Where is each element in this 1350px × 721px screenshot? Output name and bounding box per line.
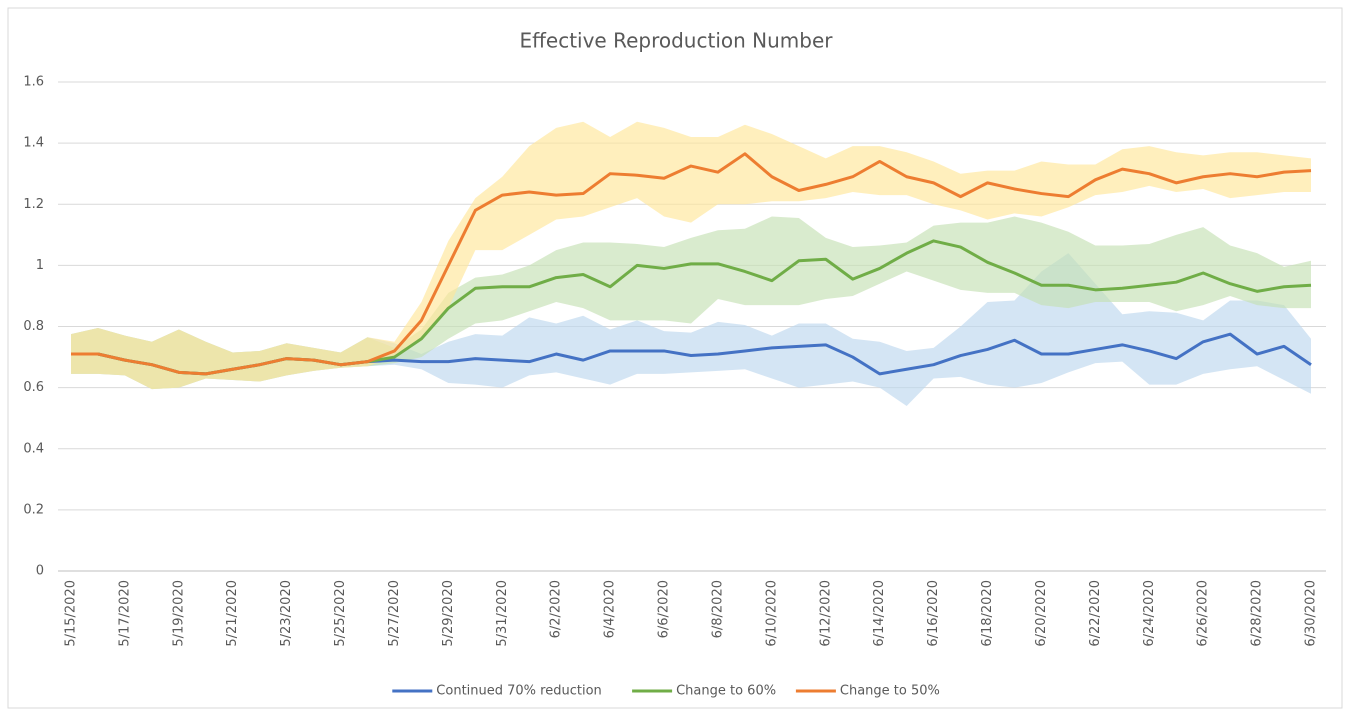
x-tick-label: 5/19/2020 xyxy=(171,580,186,647)
x-tick-label: 5/15/2020 xyxy=(64,580,79,647)
x-tick-label: 5/21/2020 xyxy=(225,580,240,647)
x-tick-label: 6/12/2020 xyxy=(818,580,833,647)
x-tick-label: 6/16/2020 xyxy=(926,580,941,647)
y-tick-label: 0.2 xyxy=(23,502,44,517)
x-tick-label: 5/31/2020 xyxy=(495,580,510,647)
x-tick-label: 6/6/2020 xyxy=(657,580,672,638)
x-tick-label: 5/17/2020 xyxy=(117,580,132,647)
x-tick-label: 6/30/2020 xyxy=(1304,580,1319,647)
y-tick-label: 1.2 xyxy=(23,197,44,212)
x-tick-label: 6/14/2020 xyxy=(872,580,887,647)
x-tick-label: 6/8/2020 xyxy=(710,580,725,638)
x-tick-label: 6/2/2020 xyxy=(549,580,564,638)
confidence-band xyxy=(71,253,1311,406)
x-tick-label: 5/25/2020 xyxy=(333,580,348,647)
chart-title: Effective Reproduction Number xyxy=(519,29,833,53)
x-tick-label: 6/20/2020 xyxy=(1034,580,1049,647)
legend-label: Change to 50% xyxy=(840,684,940,699)
y-tick-label: 1 xyxy=(36,258,44,273)
x-tick-label: 6/4/2020 xyxy=(603,580,618,638)
y-tick-label: 0.6 xyxy=(23,380,44,395)
x-tick-label: 5/29/2020 xyxy=(441,580,456,647)
y-tick-label: 1.4 xyxy=(23,136,44,151)
x-tick-label: 6/10/2020 xyxy=(764,580,779,647)
legend-label: Continued 70% reduction xyxy=(436,684,601,699)
x-tick-label: 6/18/2020 xyxy=(980,580,995,647)
x-tick-label: 6/22/2020 xyxy=(1088,580,1103,647)
y-tick-label: 0.8 xyxy=(23,319,44,334)
x-tick-label: 5/27/2020 xyxy=(387,580,402,647)
confidence-band xyxy=(71,121,1311,390)
x-tick-label: 6/28/2020 xyxy=(1250,580,1265,647)
y-tick-label: 0.4 xyxy=(23,441,44,456)
line xyxy=(71,152,1312,376)
x-tick-label: 6/24/2020 xyxy=(1142,580,1157,647)
legend-label: Change to 60% xyxy=(676,684,776,699)
x-tick-label: 5/23/2020 xyxy=(279,580,294,647)
y-tick-label: 1.6 xyxy=(23,75,44,90)
y-tick-label: 0 xyxy=(36,564,44,579)
x-tick-label: 6/26/2020 xyxy=(1196,580,1211,647)
